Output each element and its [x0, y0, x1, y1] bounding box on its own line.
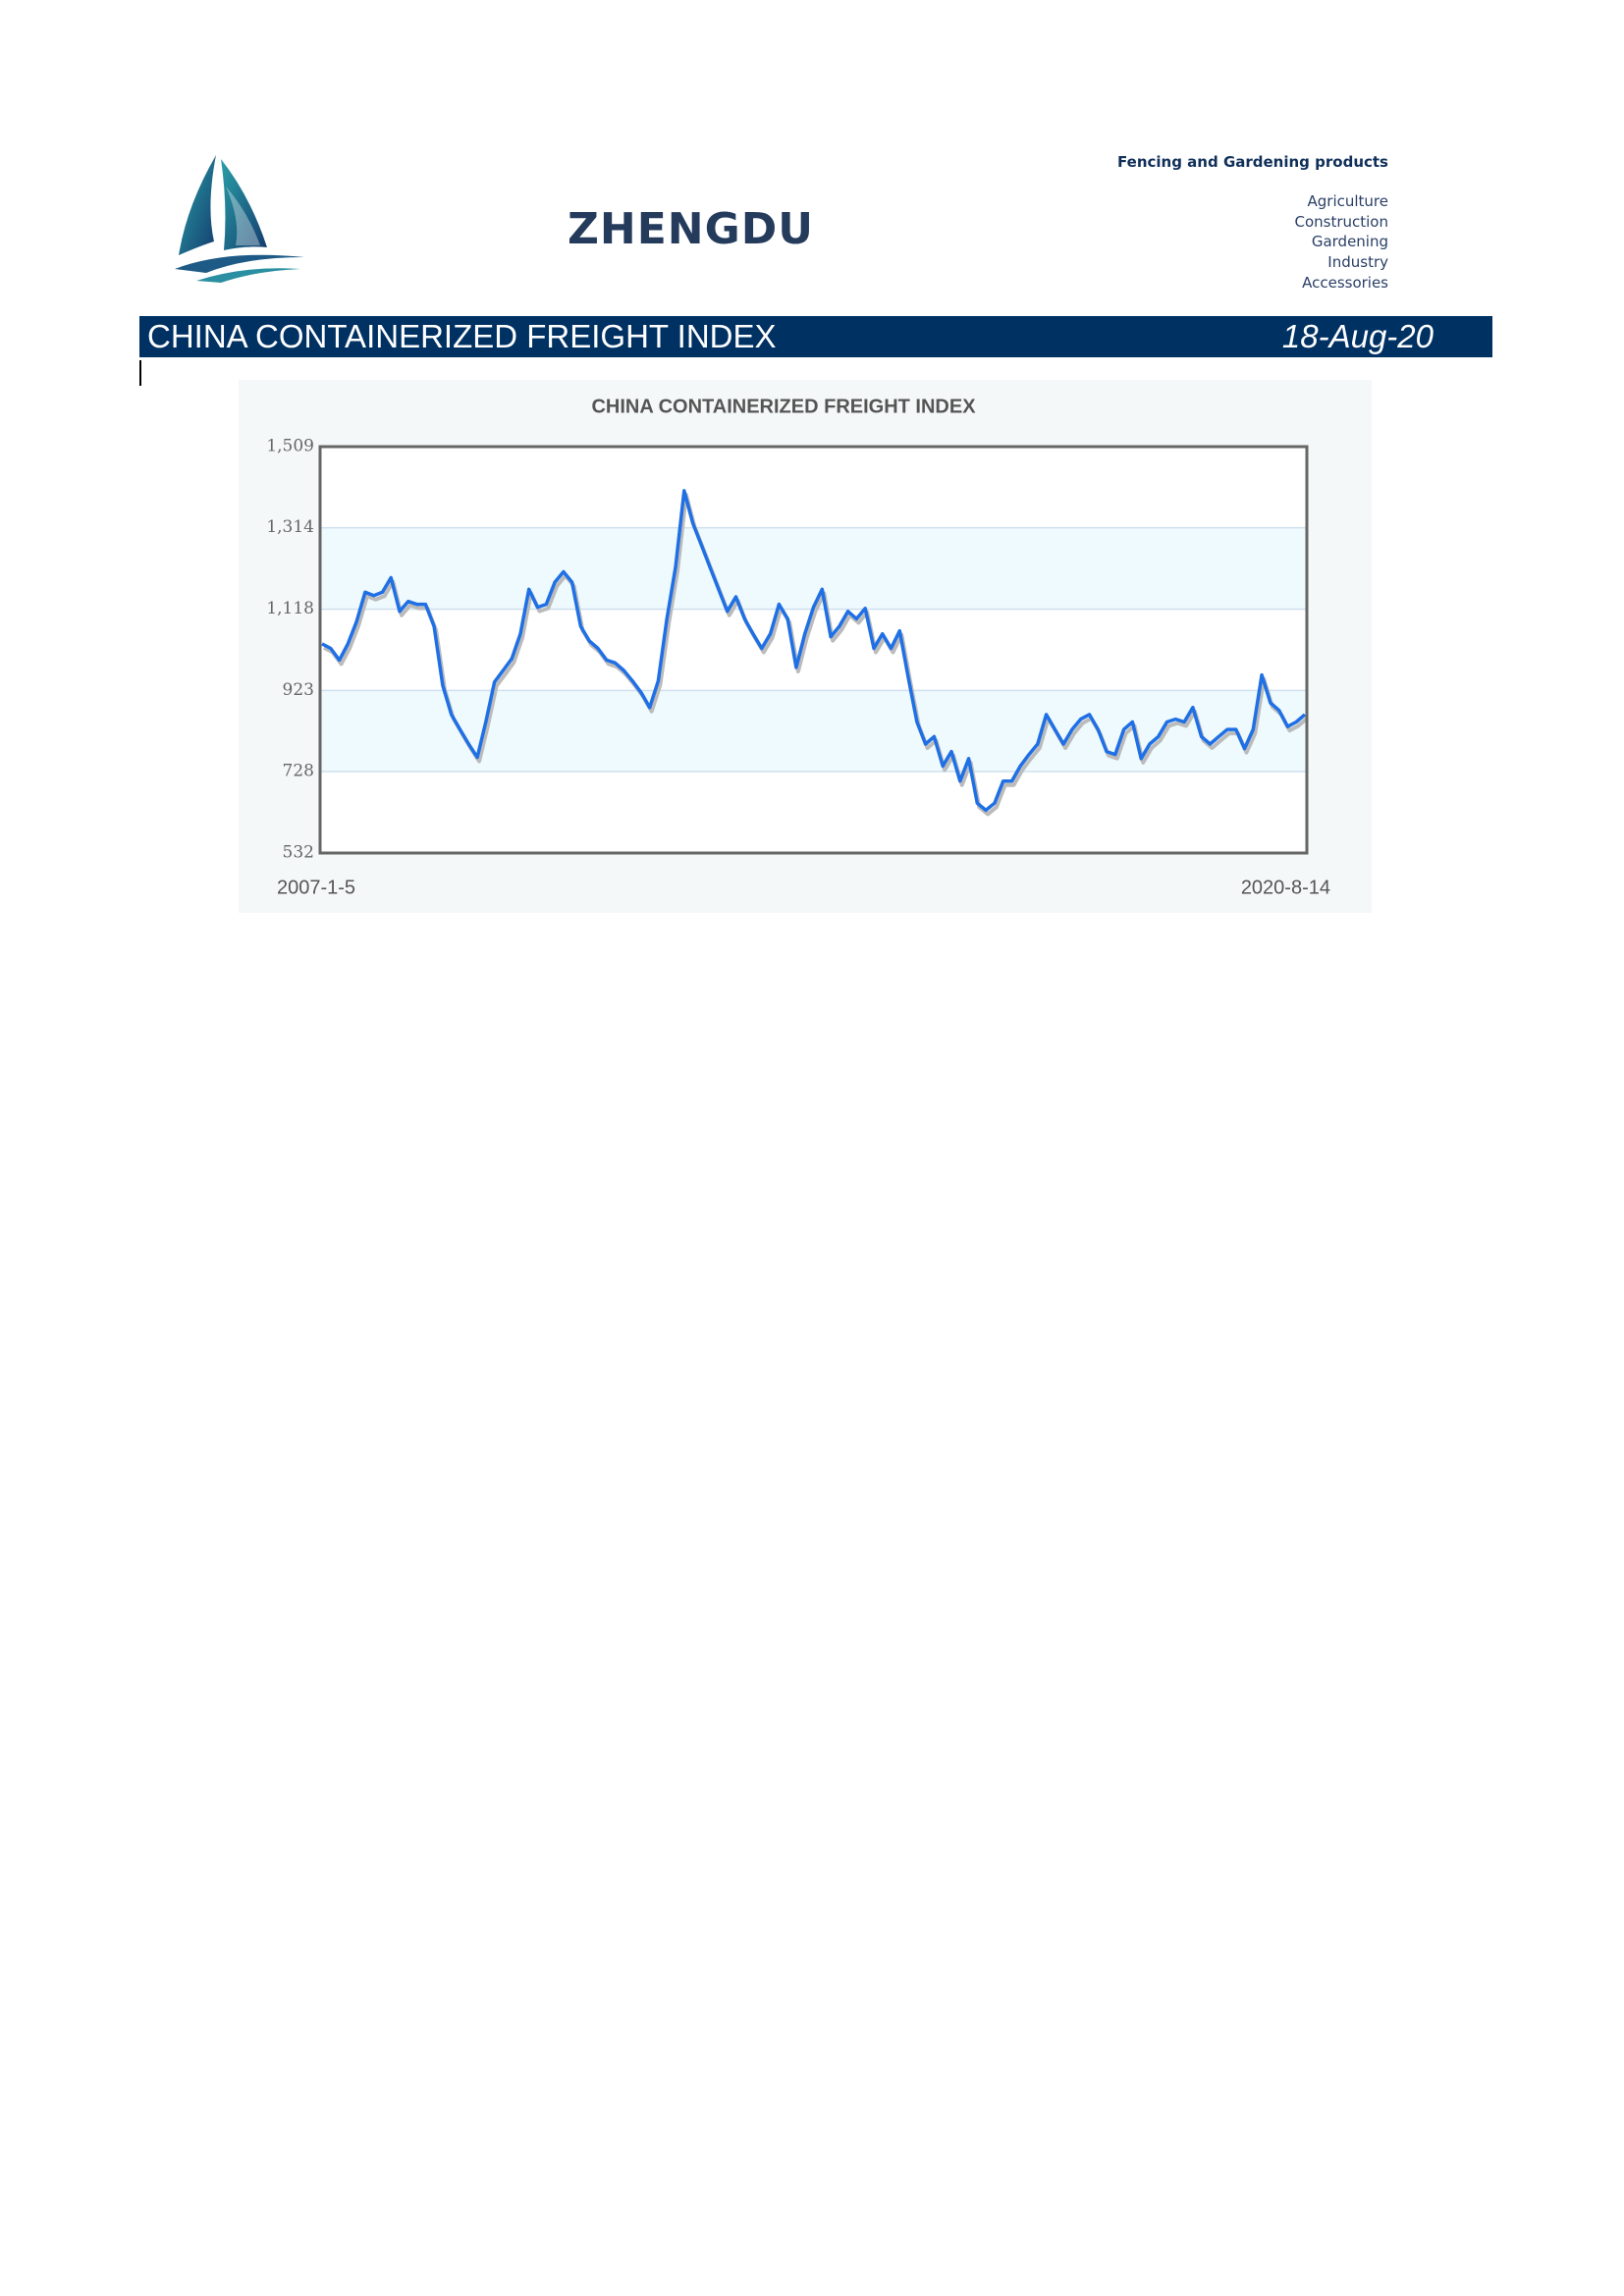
cursor [139, 360, 141, 386]
x-tick-label: 2020-8-14 [1241, 877, 1330, 898]
plot-border [318, 445, 1309, 855]
y-tick-label: 1,118 [266, 599, 314, 618]
banner-date: 18-Aug-20 [1281, 318, 1434, 354]
tagline: Fencing and Gardening products [1117, 153, 1388, 171]
category-item: Industry [1327, 253, 1388, 272]
x-tick-label: 2007-1-5 [277, 877, 355, 898]
logo [175, 155, 304, 283]
grid-band [320, 527, 1307, 610]
category-list: Agriculture Construction Gardening Industry… [1294, 191, 1388, 294]
category-item: Accessories [1302, 273, 1388, 292]
chart: CHINA CONTAINERIZED FREIGHT INDEX 532 728… [239, 380, 1372, 913]
y-tick-label: 1,509 [266, 437, 314, 456]
banner-title: CHINA CONTAINERIZED FREIGHT INDEX [147, 318, 777, 354]
y-tick-label: 1,314 [266, 517, 314, 537]
chart-title: CHINA CONTAINERIZED FREIGHT INDEX [591, 396, 976, 417]
brand: ZHENGDU [568, 204, 814, 254]
line-shadow [323, 492, 1309, 817]
grid-band [320, 690, 1307, 772]
category-item: Construction [1294, 212, 1388, 231]
banner: CHINA CONTAINERIZED FREIGHT INDEX 18-Aug… [139, 316, 1492, 357]
line [321, 489, 1307, 813]
category-item: Agriculture [1307, 192, 1389, 210]
y-tick-label: 532 [283, 843, 314, 863]
plot-area [320, 447, 1307, 853]
y-tick-label: 728 [283, 761, 314, 780]
y-tick-label: 923 [283, 680, 314, 700]
category-item: Gardening [1311, 233, 1388, 251]
